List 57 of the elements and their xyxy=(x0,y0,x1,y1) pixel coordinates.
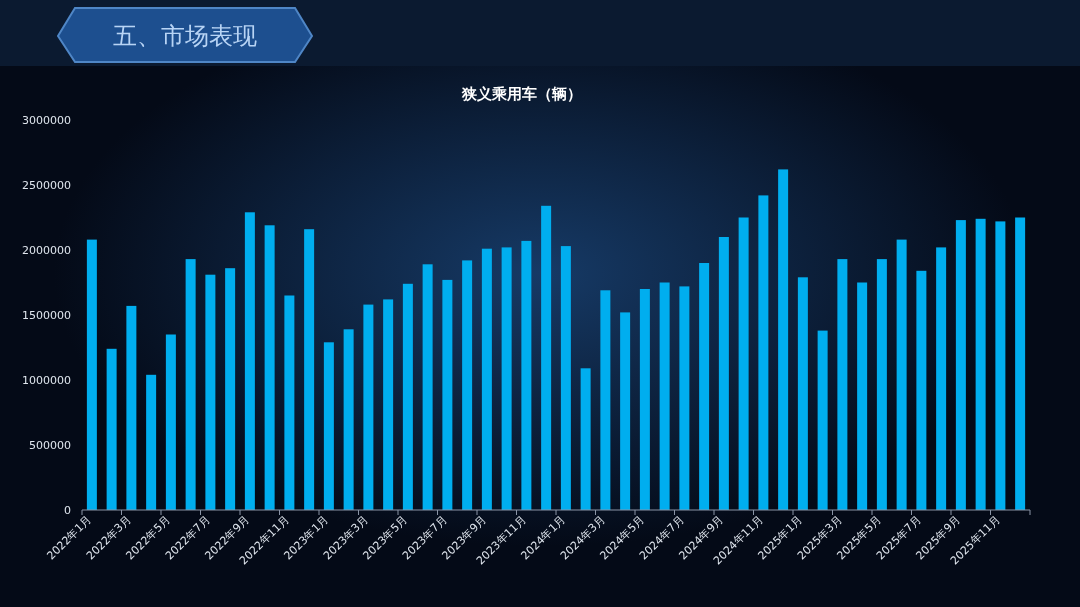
bar xyxy=(639,289,650,510)
bar xyxy=(225,268,236,510)
y-tick-label: 0 xyxy=(64,504,71,517)
bar xyxy=(402,283,413,510)
bar xyxy=(679,286,690,510)
bar xyxy=(185,259,196,510)
bar xyxy=(975,218,986,510)
bar xyxy=(659,282,670,510)
bar xyxy=(383,299,394,510)
bar xyxy=(936,247,947,510)
bar xyxy=(541,205,552,510)
bar xyxy=(778,169,789,510)
y-tick-label: 2000000 xyxy=(22,244,71,257)
bar xyxy=(146,374,157,510)
bar xyxy=(323,342,334,510)
bar xyxy=(244,212,255,510)
y-tick-label: 2500000 xyxy=(22,179,71,192)
bar xyxy=(284,295,295,510)
bar xyxy=(205,274,216,510)
bar xyxy=(738,217,749,510)
bar xyxy=(304,229,315,510)
bar xyxy=(916,270,927,510)
bar xyxy=(857,282,868,510)
text: 五、市场表现 xyxy=(113,22,257,50)
bar xyxy=(86,239,97,510)
bar xyxy=(955,220,966,510)
bar xyxy=(837,259,848,510)
y-tick-label: 3000000 xyxy=(22,114,71,127)
y-tick-label: 1000000 xyxy=(22,374,71,387)
bar xyxy=(896,239,907,510)
bar xyxy=(363,304,374,510)
bar xyxy=(699,263,710,510)
bar xyxy=(521,240,532,510)
bar xyxy=(264,225,275,510)
y-tick-label: 500000 xyxy=(29,439,71,452)
bar xyxy=(481,248,492,510)
y-tick-label: 1500000 xyxy=(22,309,71,322)
bar xyxy=(620,312,631,510)
bar xyxy=(995,221,1006,510)
bar xyxy=(580,368,591,510)
bar xyxy=(501,247,512,510)
bar xyxy=(560,246,571,510)
bar xyxy=(817,330,828,510)
bar xyxy=(876,259,887,510)
bar xyxy=(600,290,611,510)
bar xyxy=(422,264,433,510)
bar xyxy=(797,277,808,510)
chart-title: 狭义乘用车（辆） xyxy=(461,85,582,103)
bar xyxy=(758,195,769,510)
bar xyxy=(106,348,117,510)
bar xyxy=(165,334,176,510)
bar xyxy=(718,237,729,510)
bar xyxy=(442,279,453,510)
bar xyxy=(343,329,354,510)
bar xyxy=(462,260,473,510)
bar xyxy=(126,305,137,510)
bar xyxy=(1015,217,1026,510)
